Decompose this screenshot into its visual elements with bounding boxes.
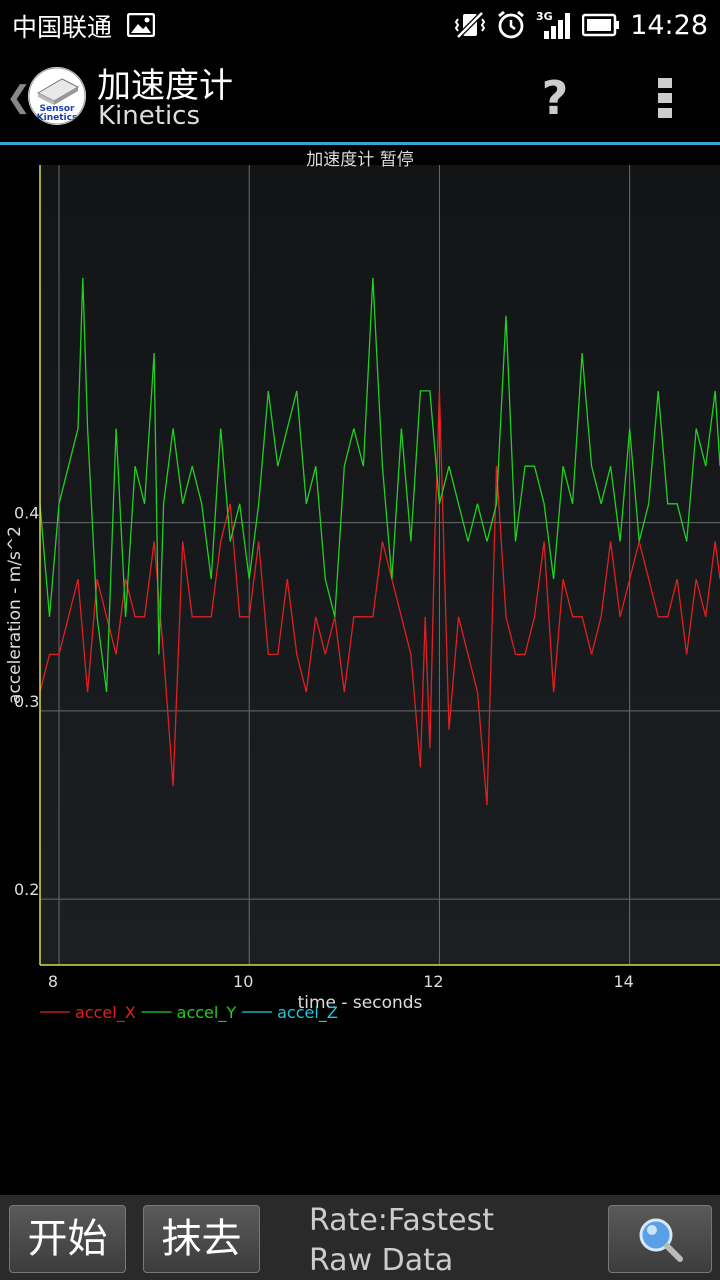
rate-label: Rate:Fastest <box>309 1203 495 1238</box>
status-bar: 中国联通 3G 14:28 <box>0 0 720 50</box>
series-line-accel_Y <box>39 277 720 693</box>
chart-legend: accel_X accel_Y accel_Z <box>40 1003 338 1023</box>
y-axis-label: acceleration - m/s^2 <box>5 526 25 704</box>
battery-icon <box>582 13 620 37</box>
overflow-menu-icon[interactable] <box>648 72 682 124</box>
app-logo[interactable]: Sensor Kinetics <box>28 67 86 125</box>
carrier-label: 中国联通 <box>12 13 113 42</box>
x-tick-label: 8 <box>48 972 58 991</box>
y-tick-label: 0.2 <box>14 880 39 899</box>
action-bar: ❮ Sensor Kinetics 加速度计 Kinetics ? <box>0 50 720 145</box>
mode-label: Raw Data <box>309 1243 454 1278</box>
signal-icon: 3G <box>536 10 571 39</box>
logo-text-sensor: Sensor <box>40 104 76 114</box>
gallery-notification-icon <box>127 13 155 37</box>
chart-svg: 8 10 12 140.20.30.4 加速度计 暂停 time - seconds … <box>5 150 720 1023</box>
logo-text-kinetics: Kinetics <box>37 113 78 123</box>
accelerometer-chart[interactable]: 8 10 12 14 0.2 0.3 0.4 加速度计 暂停 time - seconds … <box>0 145 720 1045</box>
y-tick-label: 0.4 <box>14 504 39 523</box>
screen-title: 加速度计 <box>97 66 233 106</box>
legend-label-accel_X: accel_X <box>75 1003 136 1023</box>
legend-label-accel_Y: accel_Y <box>177 1003 237 1023</box>
network-type-label: 3G <box>536 10 553 23</box>
chart-title: 加速度计 暂停 <box>306 150 413 170</box>
y-tick-label: 0.3 <box>14 692 39 711</box>
x-tick-label: 12 <box>423 972 443 991</box>
help-button[interactable]: ? <box>541 71 569 125</box>
rate-info: Rate:Fastest Raw Data <box>309 1201 494 1280</box>
legend-label-accel_Z: accel_Z <box>277 1003 338 1023</box>
zoom-magnifier-icon <box>639 1218 683 1262</box>
bottom-toolbar: 开始 抹去 Rate:Fastest Raw Data <box>0 1195 720 1280</box>
screen-subtitle: Kinetics <box>98 101 201 131</box>
alarm-icon <box>498 10 525 39</box>
clear-button[interactable]: 抹去 <box>143 1205 260 1273</box>
action-bar-divider <box>0 142 720 145</box>
x-axis-label: time - seconds <box>298 993 423 1013</box>
clock-time: 14:28 <box>630 9 708 41</box>
back-chevron-icon[interactable]: ❮ <box>6 80 32 115</box>
x-tick-label: 10 <box>233 972 253 991</box>
start-button[interactable]: 开始 <box>9 1205 126 1273</box>
x-tick-label: 14 <box>613 972 633 991</box>
zoom-button[interactable] <box>608 1205 712 1273</box>
vibrate-mute-icon <box>454 11 486 39</box>
